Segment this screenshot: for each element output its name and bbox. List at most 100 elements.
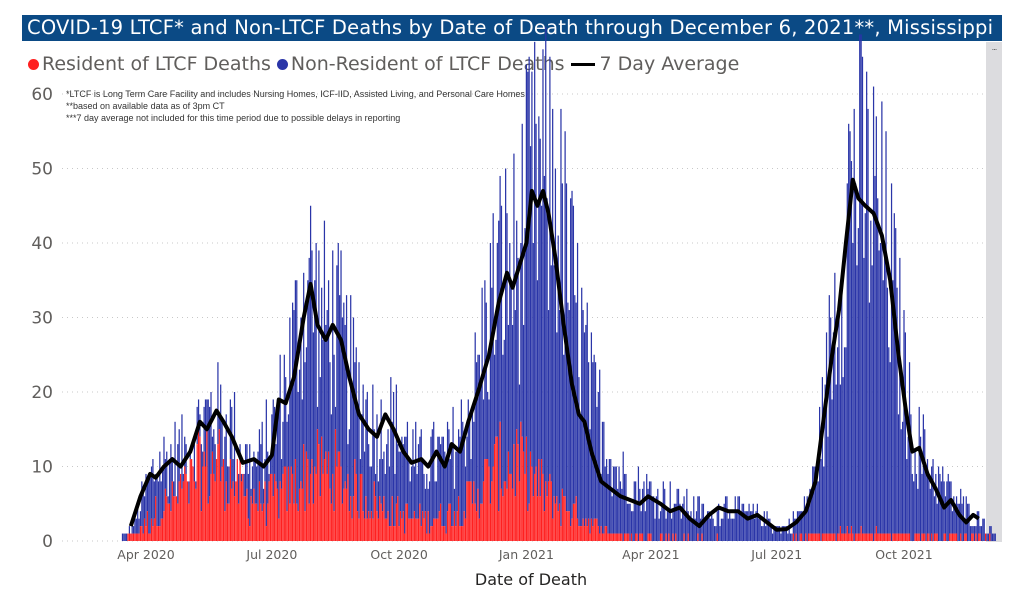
bar-ltcf[interactable]: [864, 533, 866, 541]
bar-non-ltcf[interactable]: [842, 377, 844, 534]
bar-non-ltcf[interactable]: [535, 123, 537, 467]
bar-non-ltcf[interactable]: [848, 123, 850, 534]
bar-non-ltcf[interactable]: [680, 518, 682, 541]
bar-ltcf[interactable]: [191, 459, 193, 541]
bar-non-ltcf[interactable]: [817, 481, 819, 534]
bar-ltcf[interactable]: [511, 488, 514, 541]
bar-non-ltcf[interactable]: [337, 243, 339, 452]
bar-ltcf[interactable]: [989, 533, 991, 541]
bar-ltcf[interactable]: [238, 503, 240, 541]
bar-ltcf[interactable]: [358, 518, 360, 541]
bar-non-ltcf[interactable]: [819, 406, 821, 534]
bar-non-ltcf[interactable]: [982, 518, 984, 541]
bar-non-ltcf[interactable]: [440, 444, 442, 504]
bar-ltcf[interactable]: [650, 533, 652, 541]
bar-non-ltcf[interactable]: [618, 466, 620, 534]
bar-non-ltcf[interactable]: [845, 347, 847, 534]
bar-non-ltcf[interactable]: [590, 332, 593, 519]
bar-ltcf[interactable]: [416, 518, 418, 541]
bar-ltcf[interactable]: [585, 518, 587, 541]
bar-ltcf[interactable]: [849, 533, 851, 541]
bar-non-ltcf[interactable]: [525, 64, 527, 437]
bar-non-ltcf[interactable]: [787, 533, 789, 541]
bar-ltcf[interactable]: [509, 473, 511, 541]
bar-ltcf[interactable]: [561, 488, 563, 541]
bar-non-ltcf[interactable]: [662, 481, 664, 541]
bar-ltcf[interactable]: [406, 503, 409, 541]
bar-ltcf[interactable]: [381, 511, 384, 541]
bar-ltcf[interactable]: [449, 503, 451, 541]
bar-ltcf[interactable]: [500, 488, 503, 541]
bar-non-ltcf[interactable]: [211, 436, 214, 452]
bar-non-ltcf[interactable]: [361, 414, 363, 474]
bar-non-ltcf[interactable]: [892, 280, 894, 534]
bar-ltcf[interactable]: [852, 533, 854, 541]
bar-ltcf[interactable]: [377, 518, 379, 541]
bar-ltcf[interactable]: [489, 503, 492, 541]
bar-ltcf[interactable]: [882, 533, 884, 541]
bar-ltcf[interactable]: [604, 526, 606, 541]
bar-non-ltcf[interactable]: [449, 459, 451, 504]
bar-non-ltcf[interactable]: [406, 421, 409, 504]
bar-ltcf[interactable]: [529, 451, 532, 541]
bar-non-ltcf[interactable]: [932, 459, 934, 541]
bar-ltcf[interactable]: [628, 533, 630, 541]
bar-ltcf[interactable]: [437, 518, 439, 541]
bar-ltcf[interactable]: [554, 503, 557, 541]
bar-ltcf[interactable]: [434, 518, 436, 541]
bar-non-ltcf[interactable]: [794, 518, 796, 541]
bar-non-ltcf[interactable]: [253, 451, 255, 489]
bar-non-ltcf[interactable]: [917, 488, 919, 534]
bar-ltcf[interactable]: [618, 533, 620, 541]
bar-ltcf[interactable]: [290, 466, 292, 542]
bar-ltcf[interactable]: [904, 533, 906, 541]
bar-ltcf[interactable]: [369, 518, 371, 541]
bar-ltcf[interactable]: [226, 503, 229, 541]
bar-ltcf[interactable]: [960, 533, 962, 541]
bar-ltcf[interactable]: [394, 526, 396, 541]
bar-non-ltcf[interactable]: [214, 444, 216, 482]
bar-non-ltcf[interactable]: [188, 481, 190, 504]
bar-non-ltcf[interactable]: [836, 347, 839, 534]
bar-ltcf[interactable]: [459, 526, 461, 541]
bar-non-ltcf[interactable]: [144, 496, 146, 519]
bar-non-ltcf[interactable]: [665, 518, 667, 534]
bar-ltcf[interactable]: [163, 511, 165, 541]
bar-non-ltcf[interactable]: [646, 473, 648, 541]
bar-non-ltcf[interactable]: [424, 488, 427, 512]
bar-non-ltcf[interactable]: [755, 511, 757, 541]
bar-non-ltcf[interactable]: [514, 310, 516, 497]
bar-ltcf[interactable]: [224, 511, 226, 541]
bar-non-ltcf[interactable]: [518, 384, 521, 482]
bar-ltcf[interactable]: [648, 533, 651, 541]
bar-non-ltcf[interactable]: [630, 511, 633, 534]
bar-ltcf[interactable]: [422, 511, 424, 541]
bar-non-ltcf[interactable]: [296, 280, 298, 504]
bar-ltcf[interactable]: [197, 429, 200, 541]
bar-non-ltcf[interactable]: [523, 324, 525, 452]
bar-non-ltcf[interactable]: [145, 473, 147, 527]
bar-non-ltcf[interactable]: [308, 257, 310, 504]
bar-non-ltcf[interactable]: [463, 436, 465, 512]
bar-non-ltcf[interactable]: [254, 459, 256, 504]
bar-ltcf[interactable]: [264, 481, 266, 541]
bar-non-ltcf[interactable]: [795, 518, 797, 534]
bar-non-ltcf[interactable]: [377, 481, 379, 519]
bar-ltcf[interactable]: [168, 503, 171, 541]
bar-ltcf[interactable]: [383, 496, 385, 541]
bar-ltcf[interactable]: [213, 473, 215, 541]
bar-ltcf[interactable]: [232, 481, 234, 541]
bar-ltcf[interactable]: [907, 533, 909, 541]
bar-ltcf[interactable]: [315, 473, 317, 541]
bar-ltcf[interactable]: [177, 503, 179, 541]
bar-non-ltcf[interactable]: [365, 399, 367, 497]
bar-non-ltcf[interactable]: [593, 354, 595, 519]
bar-ltcf[interactable]: [831, 533, 833, 541]
bar-non-ltcf[interactable]: [149, 473, 151, 534]
bar-non-ltcf[interactable]: [785, 526, 788, 541]
bar-non-ltcf[interactable]: [309, 205, 312, 474]
bar-non-ltcf[interactable]: [910, 414, 912, 541]
bar-ltcf[interactable]: [979, 533, 981, 541]
bar-non-ltcf[interactable]: [475, 362, 478, 512]
bar-non-ltcf[interactable]: [653, 496, 655, 541]
